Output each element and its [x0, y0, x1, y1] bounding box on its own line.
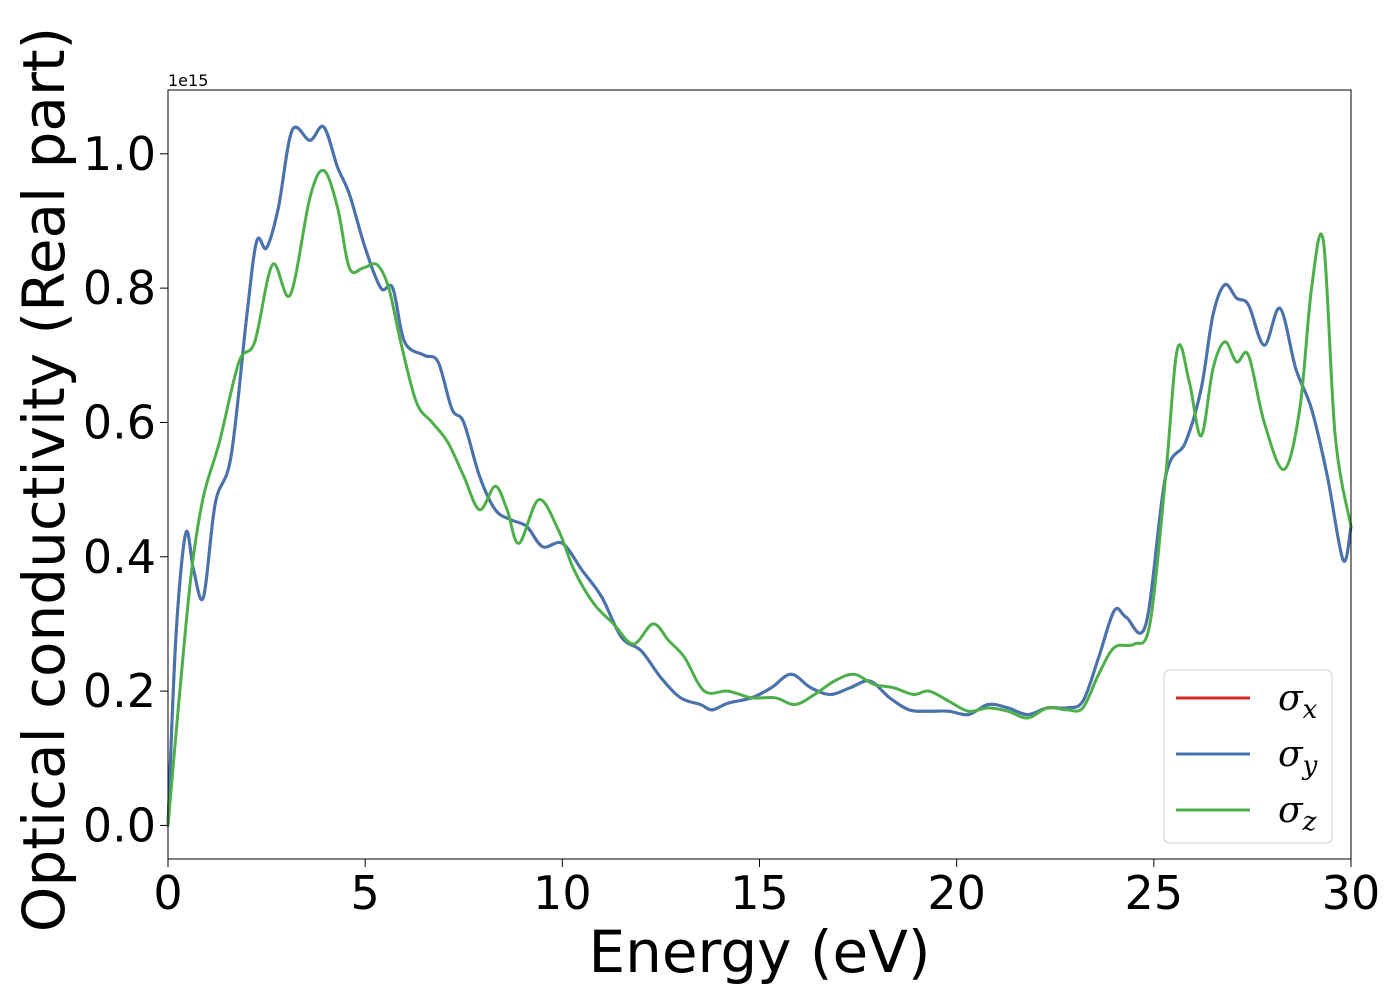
legend-label: σz: [1278, 790, 1317, 837]
x-axis-ticks: 0 5 10 15 20 25 30: [153, 859, 1380, 920]
series-line-σz: [166, 168, 1353, 827]
legend-label: σx: [1278, 678, 1318, 725]
y-tick-label: 0.0: [83, 798, 156, 852]
y-tick-label: 0.6: [83, 395, 156, 449]
series-line-σy: [166, 124, 1353, 827]
y-axis-label: Optical conductivity (Real part): [10, 27, 78, 932]
legend-box: [1163, 669, 1333, 844]
x-tick-label: 25: [1125, 866, 1184, 920]
legend-label: σy: [1278, 734, 1318, 781]
x-tick-label: 10: [533, 866, 592, 920]
legend: σx σy σz: [1163, 669, 1333, 844]
x-tick-label: 0: [153, 866, 182, 920]
y-axis-offset-text: 1e15: [168, 71, 208, 90]
series-layer: [166, 124, 1353, 827]
y-tick-label: 1.0: [83, 127, 156, 181]
y-tick-label: 0.8: [83, 261, 156, 315]
x-tick-label: 15: [730, 866, 789, 920]
y-axis-ticks: 0.0 0.2 0.4 0.6 0.8 1.0: [83, 127, 168, 852]
y-tick-label: 0.4: [83, 530, 156, 584]
y-tick-label: 0.2: [83, 664, 156, 718]
x-tick-label: 30: [1322, 866, 1381, 920]
x-axis-label: Energy (eV): [588, 918, 930, 986]
x-tick-label: 5: [351, 866, 380, 920]
x-tick-label: 20: [927, 866, 986, 920]
